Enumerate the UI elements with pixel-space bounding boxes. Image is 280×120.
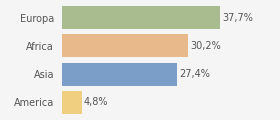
Bar <box>62 91 82 114</box>
Text: 30,2%: 30,2% <box>190 41 221 51</box>
Text: 27,4%: 27,4% <box>179 69 210 79</box>
Bar <box>62 63 177 86</box>
Bar <box>62 34 188 57</box>
Bar <box>62 6 220 29</box>
Text: 37,7%: 37,7% <box>222 13 253 23</box>
Text: 4,8%: 4,8% <box>84 97 108 107</box>
